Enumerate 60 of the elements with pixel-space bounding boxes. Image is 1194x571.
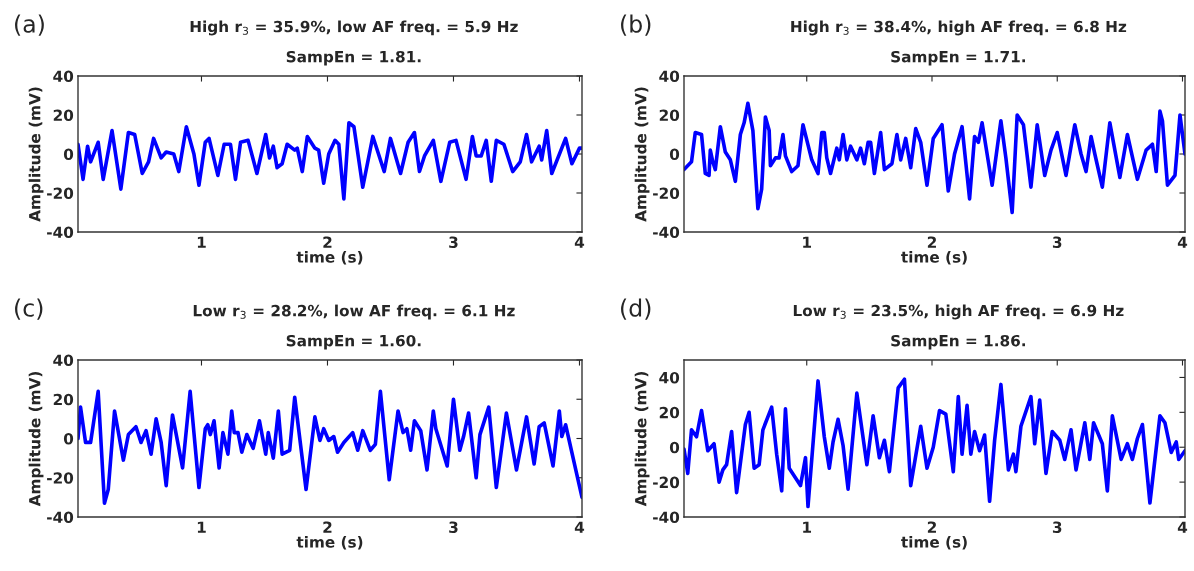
chart-title: Low r$_{3}$ = 23.5%, high AF freq. = 6.9 Hz: [793, 304, 1124, 320]
x-tick-label: 2: [323, 236, 332, 248]
x-tick-label: 4: [574, 236, 585, 248]
y-axis-title: Amplitude (mV): [634, 87, 650, 222]
x-tick-label: 1: [803, 521, 812, 533]
y-tick-label: 20: [53, 393, 74, 406]
text: (d): [621, 298, 651, 320]
chart-title: High r$_{3}$ = 38.4%, high AF freq. = 6.8 Hz: [791, 20, 1127, 36]
y-tick-label: -40: [653, 511, 680, 524]
line-series: [78, 389, 582, 506]
y-tick-label: 20: [659, 406, 680, 419]
y-tick-label: 40: [659, 371, 680, 384]
y-tick-label: 0: [669, 148, 680, 161]
x-axis-title: time (s): [296, 535, 363, 550]
y-axis-title: Amplitude (mV): [634, 371, 650, 507]
y-tick-label: 0: [63, 148, 74, 161]
x-axis-title: time (s): [901, 250, 967, 265]
y-tick-label: 40: [53, 70, 74, 83]
line-series: [684, 101, 1185, 215]
text: (a): [15, 14, 44, 36]
y-tick-label: 40: [659, 70, 680, 83]
chart-subtitle: SampEn = 1.86.: [891, 334, 1026, 350]
y-axis-title: Amplitude (mV): [28, 371, 44, 507]
chart-subtitle: SampEn = 1.71.: [891, 50, 1026, 66]
chart-subtitle: SampEn = 1.81.: [286, 50, 421, 66]
y-tick-label: 20: [659, 109, 680, 122]
line-series: [78, 120, 582, 201]
x-tick-label: 1: [803, 236, 812, 248]
line-series: [684, 377, 1185, 509]
y-tick-label: 20: [53, 109, 74, 122]
x-tick-label: 2: [927, 521, 936, 533]
chart-subtitle: SampEn = 1.60.: [286, 334, 421, 350]
x-tick-label: 1: [197, 236, 206, 248]
y-tick-label: -40: [47, 511, 74, 524]
x-tick-label: 2: [927, 236, 936, 248]
y-tick-label: -40: [653, 226, 680, 239]
x-tick-label: 3: [1052, 521, 1062, 533]
y-tick-label: -20: [47, 472, 74, 484]
x-tick-label: 3: [449, 521, 458, 533]
chart-title: Low r$_{3}$ = 28.2%, low AF freq. = 6.1 Hz: [193, 304, 515, 320]
x-tick-label: 4: [1177, 236, 1188, 248]
text: (b): [621, 14, 651, 36]
x-axis-title: time (s): [901, 535, 967, 550]
chart-title: High r$_{3}$ = 35.9%, low AF freq. = 5.9 Hz: [190, 20, 518, 36]
x-tick-label: 1: [197, 521, 206, 533]
y-tick-label: -20: [653, 187, 680, 200]
y-tick-label: 40: [53, 354, 74, 367]
y-tick-label: -40: [47, 226, 74, 239]
text: (c): [15, 298, 43, 320]
x-tick-label: 2: [323, 521, 332, 533]
x-tick-label: 4: [1177, 521, 1188, 533]
x-tick-label: 3: [1052, 236, 1062, 248]
x-tick-label: 3: [449, 236, 458, 248]
y-axis-title: Amplitude (mV): [28, 87, 44, 222]
y-tick-label: -20: [47, 187, 74, 200]
x-tick-label: 4: [574, 521, 585, 533]
y-tick-label: -20: [653, 476, 680, 489]
y-tick-label: 0: [669, 441, 680, 454]
y-tick-label: 0: [63, 432, 74, 445]
x-axis-title: time (s): [296, 250, 363, 265]
